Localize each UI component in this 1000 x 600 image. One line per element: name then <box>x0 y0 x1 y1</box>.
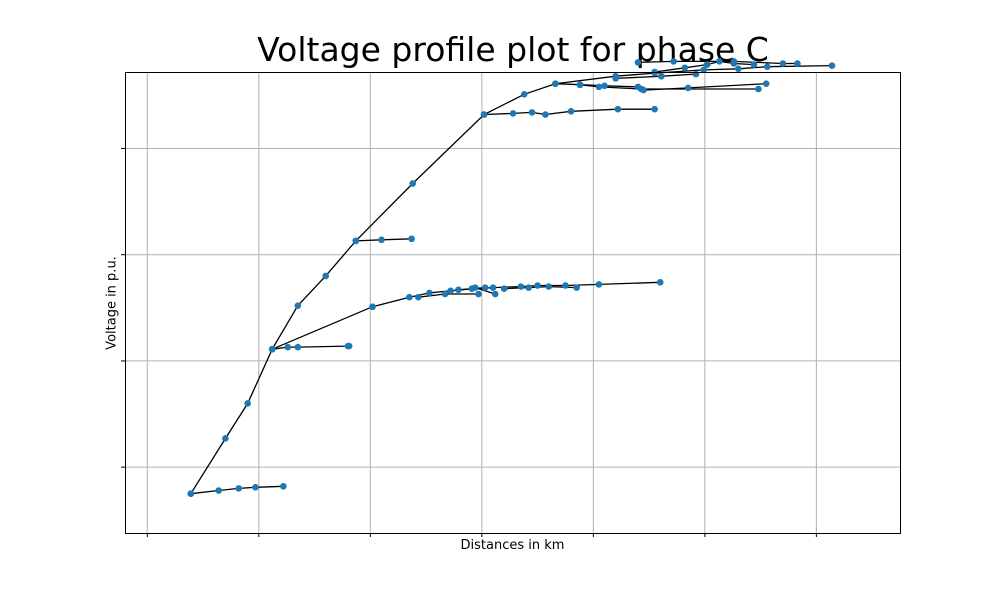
data-point <box>280 482 287 490</box>
data-point <box>651 105 658 113</box>
data-point <box>692 70 700 78</box>
data-point <box>684 84 692 92</box>
data-point <box>441 290 449 298</box>
data-point <box>294 343 302 351</box>
series-line-11 <box>579 84 759 90</box>
data-point <box>595 281 603 288</box>
data-point <box>500 285 508 292</box>
chart-title: Voltage profile plot for phase C <box>257 30 769 69</box>
data-point <box>681 64 689 72</box>
data-point <box>755 85 762 93</box>
data-point <box>352 237 360 245</box>
data-point <box>601 82 608 90</box>
series-line-6 <box>458 281 661 291</box>
data-point <box>378 236 385 244</box>
data-point <box>235 485 243 492</box>
data-point <box>520 91 528 98</box>
data-point <box>268 345 276 353</box>
data-point <box>552 80 559 87</box>
data-point <box>252 484 259 491</box>
data-point <box>455 286 462 294</box>
data-point <box>573 284 580 291</box>
data-point <box>284 343 292 351</box>
data-point <box>828 62 836 69</box>
data-point <box>779 60 787 67</box>
data-point <box>576 81 584 89</box>
data-point <box>294 302 302 309</box>
data-point <box>480 111 488 118</box>
data-point <box>656 279 664 286</box>
series-line-15 <box>706 60 754 66</box>
data-point <box>612 75 619 82</box>
data-point <box>414 293 422 301</box>
data-point <box>703 61 711 68</box>
data-point <box>794 60 801 67</box>
series-lines <box>190 60 833 495</box>
data-point <box>187 490 195 497</box>
data-point <box>730 60 738 67</box>
data-point <box>409 180 416 187</box>
data-point <box>475 290 482 298</box>
data-point <box>525 284 532 291</box>
data-point <box>764 63 771 70</box>
data-point <box>222 435 229 442</box>
data-point <box>406 293 413 301</box>
data-point <box>322 272 330 280</box>
data-point <box>509 110 517 117</box>
data-point <box>534 282 541 289</box>
data-point <box>447 287 454 295</box>
data-point <box>517 283 525 290</box>
data-markers <box>187 58 836 497</box>
data-point <box>369 303 376 311</box>
data-point <box>471 284 479 291</box>
plot-frame <box>125 72 901 534</box>
series-line-2 <box>272 345 350 350</box>
data-point <box>658 72 665 80</box>
data-point <box>634 59 642 66</box>
data-point <box>614 105 622 113</box>
data-point <box>491 290 499 298</box>
data-point <box>489 284 497 291</box>
data-point <box>735 65 742 73</box>
data-point <box>595 83 603 91</box>
data-point <box>528 109 536 116</box>
data-point <box>345 342 353 350</box>
data-point <box>408 235 415 243</box>
x-axis-label: Distances in km <box>460 538 565 553</box>
series-line-4 <box>271 286 486 350</box>
data-point <box>700 66 708 74</box>
data-point <box>637 85 645 93</box>
data-point <box>750 61 758 68</box>
data-point <box>762 80 770 87</box>
data-point <box>244 400 251 407</box>
data-point <box>481 284 489 291</box>
data-point <box>670 58 677 65</box>
data-point <box>215 487 222 494</box>
data-point <box>716 58 723 65</box>
data-point <box>545 283 553 290</box>
data-point <box>542 111 549 118</box>
data-point <box>567 108 575 115</box>
grid-lines <box>121 72 900 537</box>
series-line-1 <box>190 64 833 495</box>
data-point <box>562 282 569 289</box>
data-point <box>426 289 433 297</box>
